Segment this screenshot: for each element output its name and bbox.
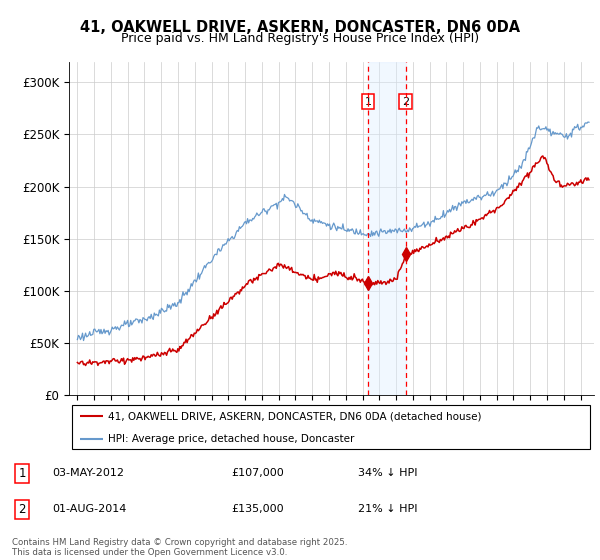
Text: 2: 2	[402, 96, 409, 106]
Text: £107,000: £107,000	[231, 468, 284, 478]
Text: 1: 1	[365, 96, 371, 106]
Text: 1: 1	[19, 467, 26, 480]
Text: 01-AUG-2014: 01-AUG-2014	[52, 505, 127, 515]
Text: Price paid vs. HM Land Registry's House Price Index (HPI): Price paid vs. HM Land Registry's House …	[121, 32, 479, 45]
Text: Contains HM Land Registry data © Crown copyright and database right 2025.
This d: Contains HM Land Registry data © Crown c…	[12, 538, 347, 557]
Text: £135,000: £135,000	[231, 505, 284, 515]
FancyBboxPatch shape	[71, 405, 590, 449]
Bar	[368, 62, 406, 395]
Text: 41, OAKWELL DRIVE, ASKERN, DONCASTER, DN6 0DA (detached house): 41, OAKWELL DRIVE, ASKERN, DONCASTER, DN…	[109, 411, 482, 421]
Text: 34% ↓ HPI: 34% ↓ HPI	[358, 468, 417, 478]
Text: 2: 2	[19, 503, 26, 516]
Text: 41, OAKWELL DRIVE, ASKERN, DONCASTER, DN6 0DA: 41, OAKWELL DRIVE, ASKERN, DONCASTER, DN…	[80, 20, 520, 35]
Text: 21% ↓ HPI: 21% ↓ HPI	[358, 505, 417, 515]
Text: HPI: Average price, detached house, Doncaster: HPI: Average price, detached house, Donc…	[109, 434, 355, 444]
Text: 03-MAY-2012: 03-MAY-2012	[52, 468, 124, 478]
